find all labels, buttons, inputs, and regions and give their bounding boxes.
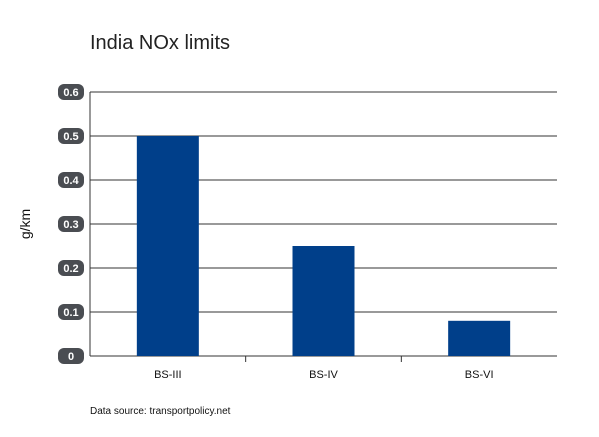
y-tick-label: 0.1 [63,307,78,319]
y-axis-label: g/km [17,209,33,239]
bar-bs-iv [292,246,355,356]
y-tick-label: 0.5 [63,131,78,143]
y-axis-ticks: 0 0.1 0.2 0.3 0.4 0.5 0.6 [58,84,84,364]
y-tick-badge [58,304,84,320]
y-tick-badge [58,216,84,232]
data-source-note: Data source: transportpolicy.net [90,406,231,417]
x-tick-label: BS-IV [309,369,338,381]
y-tick-badge [58,172,84,188]
y-tick-label: 0.4 [63,175,79,187]
x-axis-labels: BS-III BS-IV BS-VI [154,369,493,381]
x-tick-label: BS-VI [465,369,494,381]
y-tick-badge [58,84,84,100]
y-tick-label: 0 [68,351,74,363]
bar-bs-iii [136,136,199,356]
y-tick-label: 0.3 [63,219,78,231]
y-tick-label: 0.6 [63,87,78,99]
x-tick-label: BS-III [154,369,182,381]
bars [136,136,511,356]
chart-title: India NOx limits [90,32,231,54]
y-tick-label: 0.2 [63,263,78,275]
y-tick-badge [58,128,84,144]
bar-bs-vi [448,320,511,356]
y-tick-badge [58,348,84,364]
y-tick-badge [58,260,84,276]
